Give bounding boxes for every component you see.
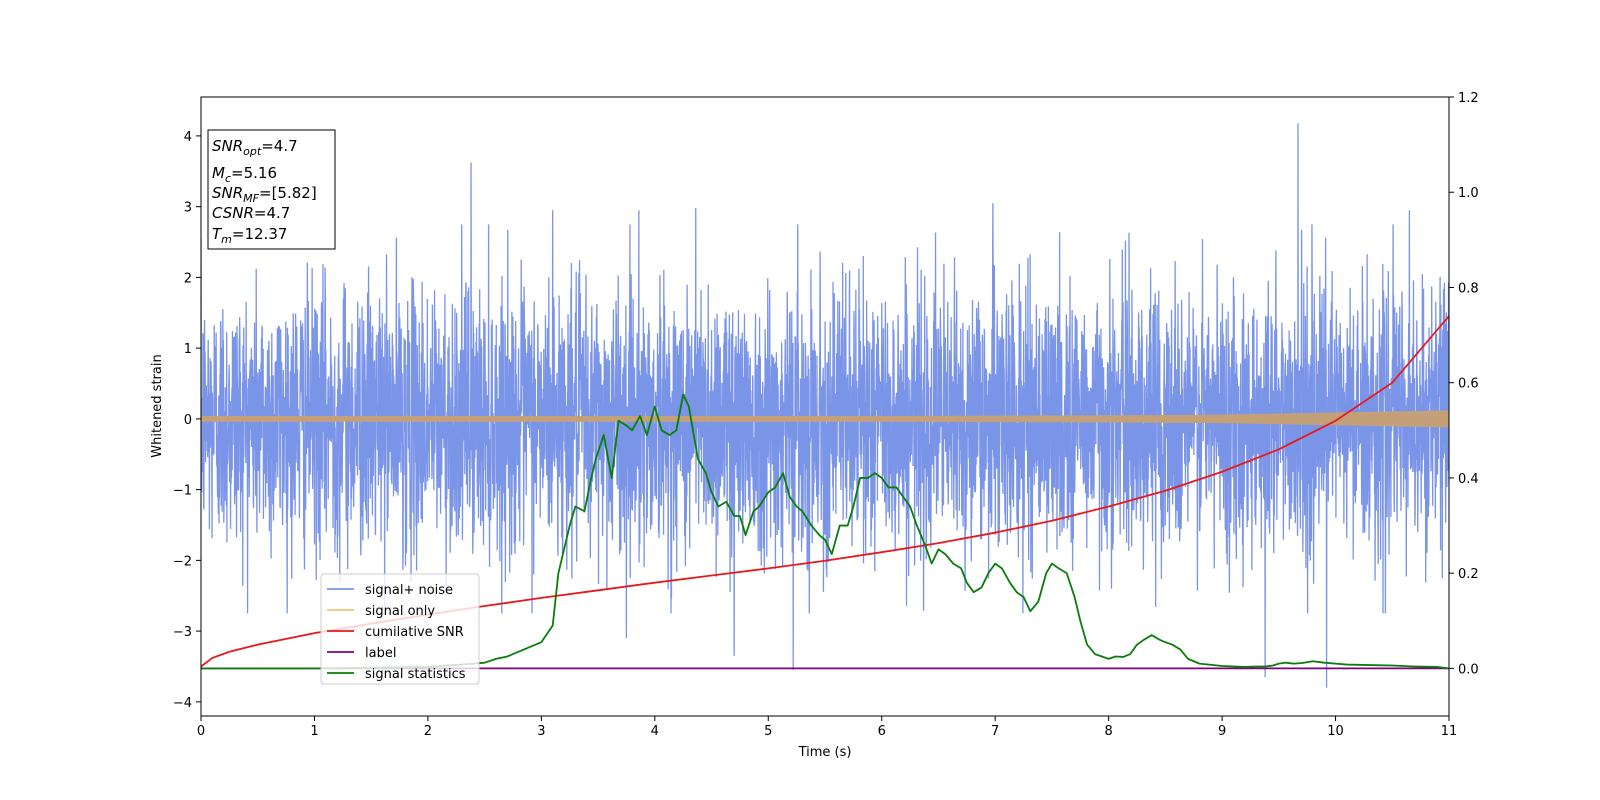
legend-entry: signal statistics: [365, 667, 466, 682]
series-signal-statistics: [201, 393, 1449, 670]
series-cumulative-snr: [201, 315, 1449, 668]
y2-tick-label: 1.2: [1458, 91, 1479, 106]
x-tick-label: 7: [991, 724, 999, 739]
annotation-snr-opt: SNRopt=4.7: [212, 137, 298, 158]
x-tick-label: 5: [764, 724, 772, 739]
y2-tick-label: 0.8: [1458, 281, 1479, 296]
plot-frame: [200, 96, 1450, 717]
legend-entry: label: [365, 646, 396, 661]
x-tick-label: 3: [537, 724, 545, 739]
x-tick-label: 1: [310, 724, 318, 739]
x-tick-label: 10: [1327, 724, 1344, 739]
annotation-csnr: CSNR=4.7: [212, 204, 290, 222]
legend: signal+ noise signal only cumilative SNR la…: [320, 573, 480, 685]
y2-tick-label: 1.0: [1458, 186, 1479, 201]
y2-tick-label: 0.4: [1458, 472, 1479, 487]
y-tick-label: −1: [173, 484, 192, 499]
y-tick-label: −2: [173, 554, 192, 569]
y2-tick-label: 0.0: [1458, 662, 1479, 677]
x-axis: 0 1 2 3 4 5 6 7 8 9 10 11: [197, 716, 1457, 739]
y-tick-label: 2: [184, 271, 192, 286]
x-tick-label: 8: [1104, 724, 1112, 739]
y-axis-left: −4 −3 −2 −1 0 1 2 3 4: [173, 130, 201, 711]
series-signal-only: [201, 410, 1449, 428]
y-tick-label: 4: [184, 130, 192, 145]
x-tick-label: 9: [1218, 724, 1226, 739]
x-tick-label: 2: [424, 724, 432, 739]
y-axis-right: 0.0 0.2 0.4 0.6 0.8 1.0 1.2: [1449, 91, 1479, 677]
y-tick-label: −3: [173, 625, 192, 640]
y-tick-label: −4: [173, 696, 192, 711]
y-tick-label: 3: [184, 201, 192, 216]
annotation-mc: Mc=5.16: [212, 164, 277, 185]
legend-entry: cumilative SNR: [365, 625, 464, 640]
y-axis-label: Whitened strain: [150, 354, 165, 457]
x-tick-label: 11: [1441, 724, 1458, 739]
annotation-tm: Tm=12.37: [212, 225, 287, 246]
legend-entry: signal+ noise: [365, 583, 453, 598]
x-axis-label: Time (s): [798, 745, 852, 760]
y-tick-label: 0: [184, 413, 192, 428]
annotation-box: SNRopt=4.7 Mc=5.16 SNRMF=[5.82] CSNR=4.7…: [207, 129, 336, 250]
y-tick-label: 1: [184, 342, 192, 357]
annotation-snr-mf: SNRMF=[5.82]: [212, 184, 317, 205]
y2-tick-label: 0.6: [1458, 377, 1479, 392]
x-tick-label: 4: [651, 724, 659, 739]
series-signal-noise: [201, 123, 1449, 688]
x-tick-label: 6: [878, 724, 886, 739]
legend-entry: signal only: [365, 604, 435, 619]
y2-tick-label: 0.2: [1458, 567, 1479, 582]
x-tick-label: 0: [197, 724, 205, 739]
